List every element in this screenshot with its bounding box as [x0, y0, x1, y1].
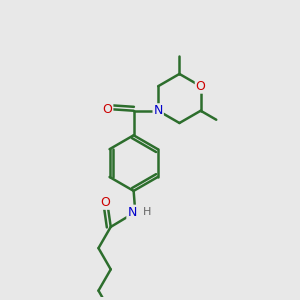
Text: O: O: [103, 103, 112, 116]
Text: O: O: [196, 80, 206, 93]
Text: N: N: [154, 104, 163, 117]
Text: H: H: [142, 207, 151, 217]
Text: O: O: [100, 196, 110, 209]
Text: N: N: [127, 206, 137, 219]
